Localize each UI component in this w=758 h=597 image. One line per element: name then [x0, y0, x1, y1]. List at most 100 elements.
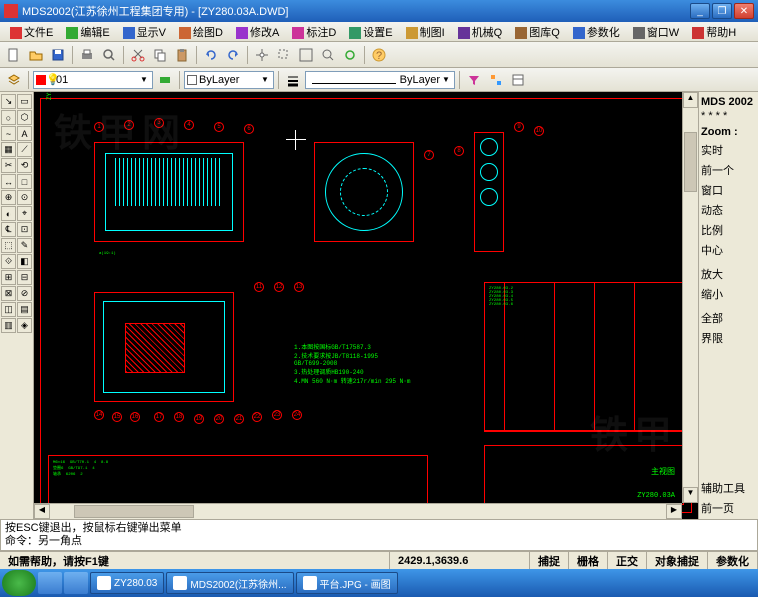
menu-修改A[interactable]: 修改A: [230, 22, 285, 42]
zoom-window-icon[interactable]: [274, 45, 294, 65]
zoom-option[interactable]: 实时: [701, 140, 756, 160]
tool-button[interactable]: ~: [1, 126, 16, 141]
menu-参数化[interactable]: 参数化: [567, 22, 626, 42]
pan-icon[interactable]: [252, 45, 272, 65]
tool-button[interactable]: ⬡: [17, 110, 32, 125]
menu-显示V[interactable]: 显示V: [117, 22, 172, 42]
callout-bubble: 12: [274, 282, 284, 292]
match-icon[interactable]: [486, 70, 506, 90]
mode-toggle-栅格[interactable]: 栅格: [569, 552, 608, 569]
cut-icon[interactable]: [128, 45, 148, 65]
zoom-previous-icon[interactable]: [318, 45, 338, 65]
properties-icon[interactable]: [508, 70, 528, 90]
tool-button[interactable]: ⊕: [1, 190, 16, 205]
zoom-option[interactable]: 前一个: [701, 160, 756, 180]
lineweight-icon[interactable]: [283, 70, 303, 90]
maximize-button[interactable]: ❐: [712, 3, 732, 19]
zoom-option[interactable]: 比例: [701, 220, 756, 240]
tool-button[interactable]: ⌖: [17, 206, 32, 221]
menu-icon: [10, 27, 22, 39]
zoom-option[interactable]: 动态: [701, 200, 756, 220]
preview-icon[interactable]: [99, 45, 119, 65]
filter-icon[interactable]: [464, 70, 484, 90]
zoom-option[interactable]: 缩小: [701, 284, 756, 304]
tool-button[interactable]: ○: [1, 110, 16, 125]
print-icon[interactable]: [77, 45, 97, 65]
taskbar-button[interactable]: MDS2002(江苏徐州...: [166, 572, 293, 594]
tool-button[interactable]: ⊟: [17, 270, 32, 285]
start-button[interactable]: [2, 570, 36, 596]
panel-link[interactable]: 前一页: [701, 498, 756, 518]
tool-button[interactable]: ▥: [1, 318, 16, 333]
vscrollbar[interactable]: ▲ ▼: [682, 92, 698, 503]
mode-toggle-正交[interactable]: 正交: [608, 552, 647, 569]
tool-button[interactable]: ⊞: [1, 270, 16, 285]
mode-toggle-参数化[interactable]: 参数化: [708, 552, 758, 569]
menu-图库Q[interactable]: 图库Q: [509, 22, 566, 42]
tool-button[interactable]: ◈: [17, 318, 32, 333]
close-button[interactable]: ✕: [734, 3, 754, 19]
tool-button[interactable]: ✎: [17, 238, 32, 253]
tool-button[interactable]: ⟲: [17, 158, 32, 173]
tool-button[interactable]: ▤: [17, 302, 32, 317]
zoom-option[interactable]: 全部: [701, 308, 756, 328]
minimize-button[interactable]: _: [690, 3, 710, 19]
tool-button[interactable]: ⊘: [17, 286, 32, 301]
drawing-canvas[interactable]: ZY280.03A a(19:1): [34, 92, 698, 519]
menu-机械Q[interactable]: 机械Q: [452, 22, 509, 42]
layer-manager-icon[interactable]: [4, 70, 24, 90]
zoom-option[interactable]: 窗口: [701, 180, 756, 200]
redo-icon[interactable]: [223, 45, 243, 65]
hscrollbar[interactable]: ◀ ▶: [34, 503, 682, 519]
zoom-option[interactable]: 界限: [701, 328, 756, 348]
tool-button[interactable]: ⊙: [17, 190, 32, 205]
layer-combo[interactable]: 💡 01 ▼: [33, 71, 153, 89]
quicklaunch-icon[interactable]: [64, 572, 88, 594]
tool-button[interactable]: ⊠: [1, 286, 16, 301]
zoom-option[interactable]: 放大: [701, 264, 756, 284]
zoom-extents-icon[interactable]: [296, 45, 316, 65]
tool-button[interactable]: ↘: [1, 94, 16, 109]
copy-icon[interactable]: [150, 45, 170, 65]
menu-编辑E[interactable]: 编辑E: [60, 22, 115, 42]
tool-button[interactable]: ▭: [17, 94, 32, 109]
linetype-combo[interactable]: ByLayer ▼: [305, 71, 455, 89]
open-icon[interactable]: [26, 45, 46, 65]
tool-button[interactable]: ✂: [1, 158, 16, 173]
tool-button[interactable]: □: [17, 174, 32, 189]
tool-button[interactable]: ◧: [17, 254, 32, 269]
new-icon[interactable]: [4, 45, 24, 65]
tool-button[interactable]: ⊡: [17, 222, 32, 237]
zoom-option[interactable]: 中心: [701, 240, 756, 260]
tool-button[interactable]: A: [17, 126, 32, 141]
undo-icon[interactable]: [201, 45, 221, 65]
menu-帮助H[interactable]: 帮助H: [686, 22, 742, 42]
menu-绘图D[interactable]: 绘图D: [173, 22, 229, 42]
help-icon[interactable]: ?: [369, 45, 389, 65]
mode-toggle-捕捉[interactable]: 捕捉: [530, 552, 569, 569]
command-line[interactable]: 按ESC键退出，按鼠标右键弹出菜单 命令：另一角点: [0, 519, 758, 551]
tool-button[interactable]: ▦: [1, 142, 16, 157]
refresh-icon[interactable]: [340, 45, 360, 65]
tool-button[interactable]: ↔: [1, 174, 16, 189]
tool-button[interactable]: ⬚: [1, 238, 16, 253]
color-combo[interactable]: ByLayer ▼: [184, 71, 274, 89]
tool-button[interactable]: ◫: [1, 302, 16, 317]
menu-制图I[interactable]: 制图I: [400, 22, 451, 42]
quicklaunch-icon[interactable]: [38, 572, 62, 594]
tool-button[interactable]: ⟋: [17, 142, 32, 157]
layer-prev-icon[interactable]: [155, 70, 175, 90]
menu-标注D[interactable]: 标注D: [286, 22, 342, 42]
taskbar-button[interactable]: 平台.JPG - 画图: [296, 572, 398, 594]
tool-button[interactable]: ℄: [1, 222, 16, 237]
panel-link[interactable]: 辅助工具: [701, 478, 756, 498]
tool-button[interactable]: ◐: [1, 206, 16, 221]
save-icon[interactable]: [48, 45, 68, 65]
mode-toggle-对象捕捉[interactable]: 对象捕捉: [647, 552, 708, 569]
paste-icon[interactable]: [172, 45, 192, 65]
tool-button[interactable]: ⟐: [1, 254, 16, 269]
taskbar-button[interactable]: ZY280.03: [90, 572, 164, 594]
menu-文件E[interactable]: 文件E: [4, 22, 59, 42]
menu-设置E[interactable]: 设置E: [343, 22, 398, 42]
menu-窗口W[interactable]: 窗口W: [627, 22, 685, 42]
